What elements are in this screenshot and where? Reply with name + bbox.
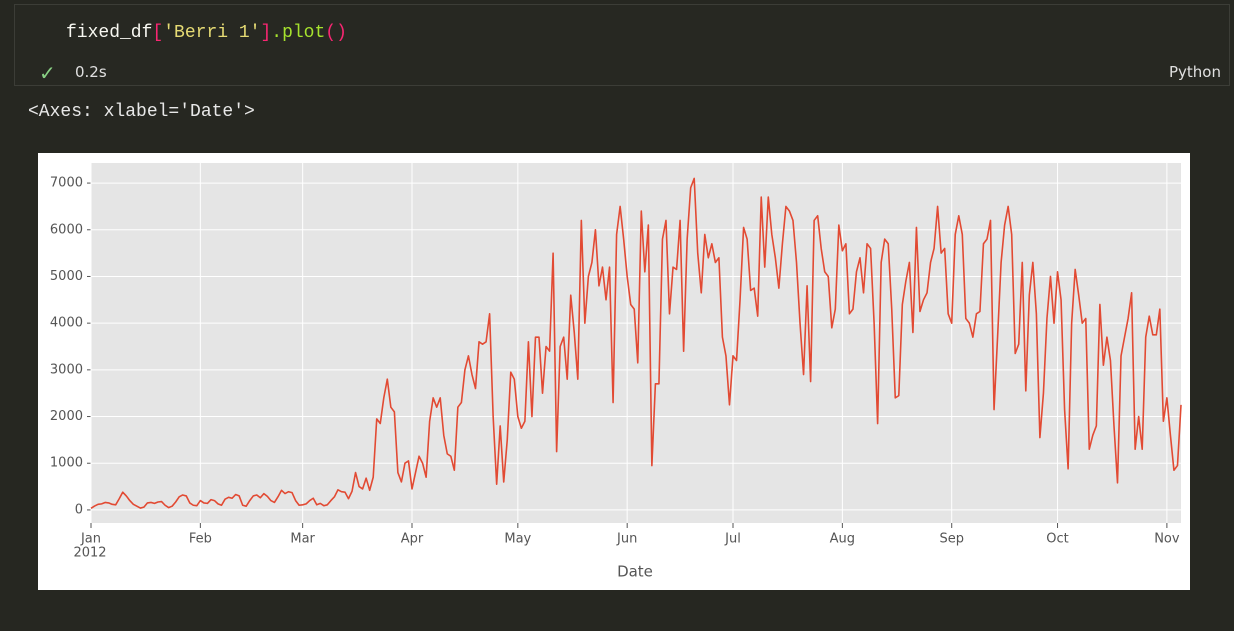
x-tick-label: Mar bbox=[290, 532, 315, 547]
y-tick-label: 5000 bbox=[50, 269, 83, 284]
x-axis-label: Date bbox=[617, 563, 653, 581]
language[interactable]: Python bbox=[1169, 63, 1221, 81]
code-cell[interactable]: fixed_df['Berri 1'].plot() ✓ 0.2s Python bbox=[14, 4, 1230, 86]
code: fixed_df['Berri 1'].plot() bbox=[66, 23, 347, 43]
x-tick-label: Aug bbox=[830, 532, 855, 547]
x-tick-label: Jul bbox=[724, 532, 741, 547]
y-tick-label: 7000 bbox=[50, 176, 83, 191]
x-tick-label: Jun bbox=[616, 532, 637, 547]
x-tick-label: Sep bbox=[939, 532, 964, 547]
code-token: 'Berri 1' bbox=[163, 23, 261, 43]
code-token: [ bbox=[152, 23, 164, 43]
chart: Date 2012 0 1000 2000 3000 4000 5000 6000 7000 J… bbox=[38, 153, 1190, 590]
x-tick-label: May bbox=[504, 532, 531, 547]
x-tick-label: Jan bbox=[80, 532, 101, 547]
success-icon: ✓ bbox=[39, 61, 56, 85]
data-line bbox=[90, 177, 1182, 509]
y-tick-label: 0 bbox=[75, 502, 83, 517]
y-tick-label: 3000 bbox=[50, 362, 83, 377]
y-tick-label: 4000 bbox=[50, 316, 83, 331]
x-tick-label: Oct bbox=[1046, 532, 1068, 547]
x-year-label: 2012 bbox=[73, 546, 106, 561]
run-time: 0.2s bbox=[75, 63, 107, 81]
y-tick-label: 2000 bbox=[50, 409, 83, 424]
code-token: fixed_df bbox=[66, 23, 153, 43]
y-tick-label: 6000 bbox=[50, 222, 83, 237]
code-token: () bbox=[325, 23, 347, 43]
x-tick-label: Nov bbox=[1154, 532, 1180, 547]
code-token: .plot bbox=[271, 23, 326, 43]
output-text: <Axes: xlabel='Date'> bbox=[28, 102, 255, 122]
x-tick-label: Feb bbox=[189, 532, 212, 547]
y-tick-label: 1000 bbox=[50, 456, 83, 471]
code-token: ] bbox=[260, 23, 272, 43]
x-tick-label: Apr bbox=[401, 532, 424, 547]
